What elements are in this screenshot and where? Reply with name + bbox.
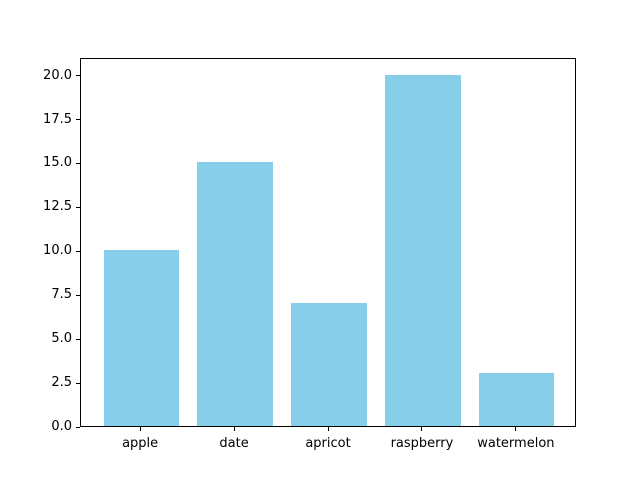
bar-raspberry <box>385 74 461 426</box>
bar-date <box>197 162 273 426</box>
y-tick-mark <box>76 250 80 252</box>
x-tick-mark <box>327 427 329 431</box>
y-tick-mark <box>76 426 80 428</box>
y-tick-label: 7.5 <box>51 287 72 303</box>
x-tick-label: watermelon <box>477 436 555 451</box>
x-tick-label: date <box>219 436 249 451</box>
y-tick-mark <box>76 162 80 164</box>
x-tick-mark <box>139 427 141 431</box>
x-tick-label: apple <box>122 436 159 451</box>
y-tick-label: 2.5 <box>51 375 72 391</box>
y-tick-label: 0.0 <box>51 419 72 434</box>
y-tick-label: 15.0 <box>43 155 72 171</box>
y-tick-mark <box>76 206 80 208</box>
x-tick-mark <box>233 427 235 431</box>
bar-apricot <box>291 303 367 426</box>
y-tick-label: 12.5 <box>43 199 72 215</box>
x-tick-mark <box>515 427 517 431</box>
bar-watermelon <box>479 373 555 426</box>
y-tick-label: 20.0 <box>43 67 72 83</box>
x-tick-label: raspberry <box>390 436 454 451</box>
x-tick-label: apricot <box>305 436 351 451</box>
bar-apple <box>103 250 179 426</box>
plot-area <box>80 58 576 427</box>
y-tick-label: 5.0 <box>51 331 72 347</box>
y-tick-label: 10.0 <box>43 243 72 259</box>
y-tick-mark <box>76 75 80 77</box>
y-tick-mark <box>76 294 80 296</box>
y-tick-mark <box>76 338 80 340</box>
y-tick-label: 17.5 <box>43 111 72 127</box>
y-tick-mark <box>76 382 80 384</box>
x-tick-mark <box>421 427 423 431</box>
y-tick-mark <box>76 119 80 120</box>
